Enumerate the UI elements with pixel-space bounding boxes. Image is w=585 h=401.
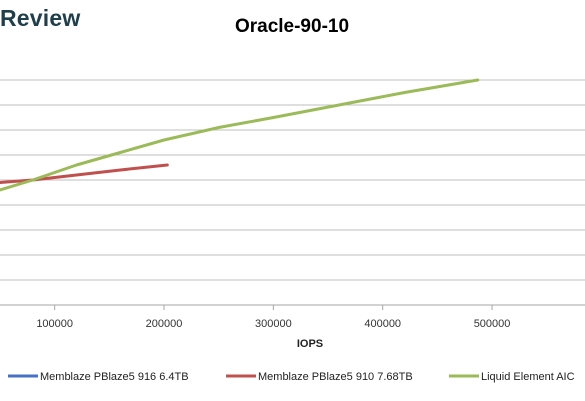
brand-logo-text: Review <box>0 5 81 31</box>
legend-entry-0: Memblaze PBlaze5 916 6.4TB <box>40 371 189 383</box>
x-tick-label: 200000 <box>146 318 183 330</box>
x-tick-label: 300000 <box>255 318 292 330</box>
x-axis-label: IOPS <box>297 338 323 350</box>
chart-title: Oracle-90-10 <box>235 16 349 37</box>
legend-entry-1: Memblaze PBlaze5 910 7.68TB <box>258 371 413 383</box>
series-line-2 <box>0 78 480 192</box>
x-tick-label: 400000 <box>364 318 401 330</box>
x-tick-label: 500000 <box>474 318 511 330</box>
series-layer <box>0 78 480 192</box>
legend: Memblaze PBlaze5 916 6.4TB Memblaze PBlaz… <box>8 371 575 383</box>
x-tick-label: 100000 <box>36 318 73 330</box>
series-line-1 <box>0 163 169 184</box>
x-axis-ticks: 100000 200000 300000 400000 500000 <box>36 305 510 330</box>
legend-entry-2: Liquid Element AIC <box>481 371 575 383</box>
gridlines <box>0 79 585 306</box>
